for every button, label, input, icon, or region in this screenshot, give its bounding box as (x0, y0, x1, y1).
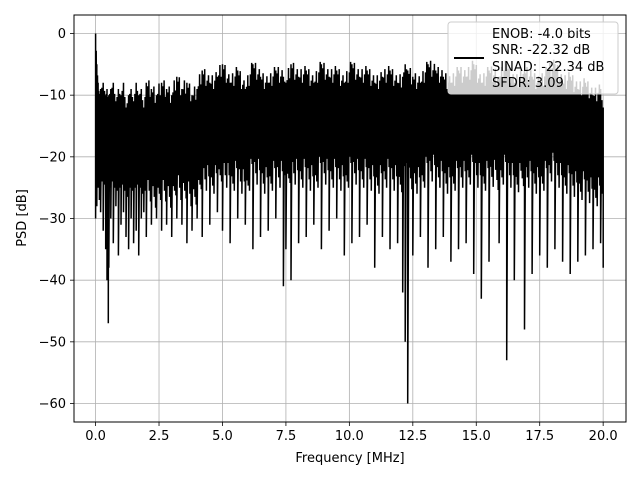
series-line-psd (94, 33, 604, 404)
legend-line-sinad: SINAD: -22.34 dB (492, 60, 604, 75)
x-tick-label: 17.5 (525, 429, 554, 444)
x-axis-label: Frequency [MHz] (295, 451, 404, 466)
y-tick-label: −30 (39, 212, 66, 227)
x-tick-label: 15.0 (462, 429, 491, 444)
x-tick-label: 0.0 (85, 429, 106, 444)
x-tick-label: 5.0 (212, 429, 233, 444)
y-tick-label: 0 (58, 27, 66, 42)
legend: ENOB: -4.0 bits SNR: -22.32 dB SINAD: -2… (447, 21, 619, 95)
x-axis-ticks: 0.0 2.5 5.0 7.5 10.0 12.5 15.0 17.5 20.0 (85, 422, 618, 444)
x-tick-label: 2.5 (149, 429, 170, 444)
legend-line-sfdr: SFDR: 3.09 (492, 76, 564, 91)
y-tick-label: −60 (39, 397, 66, 412)
legend-box (447, 21, 619, 95)
x-tick-label: 12.5 (398, 429, 427, 444)
x-tick-label: 10.0 (335, 429, 364, 444)
y-tick-label: −10 (39, 89, 66, 104)
y-tick-label: −40 (39, 274, 66, 289)
y-tick-label: −50 (39, 335, 66, 350)
legend-line-snr: SNR: -22.32 dB (492, 43, 590, 58)
series-layer (94, 33, 604, 404)
x-tick-label: 7.5 (276, 429, 297, 444)
legend-line-enob: ENOB: -4.0 bits (492, 27, 591, 42)
y-axis-ticks: 0 −10 −20 −30 −40 −50 −60 (39, 27, 74, 412)
y-axis-label: PSD [dB] (15, 189, 30, 247)
y-tick-label: −20 (39, 150, 66, 165)
x-tick-label: 20.0 (589, 429, 618, 444)
